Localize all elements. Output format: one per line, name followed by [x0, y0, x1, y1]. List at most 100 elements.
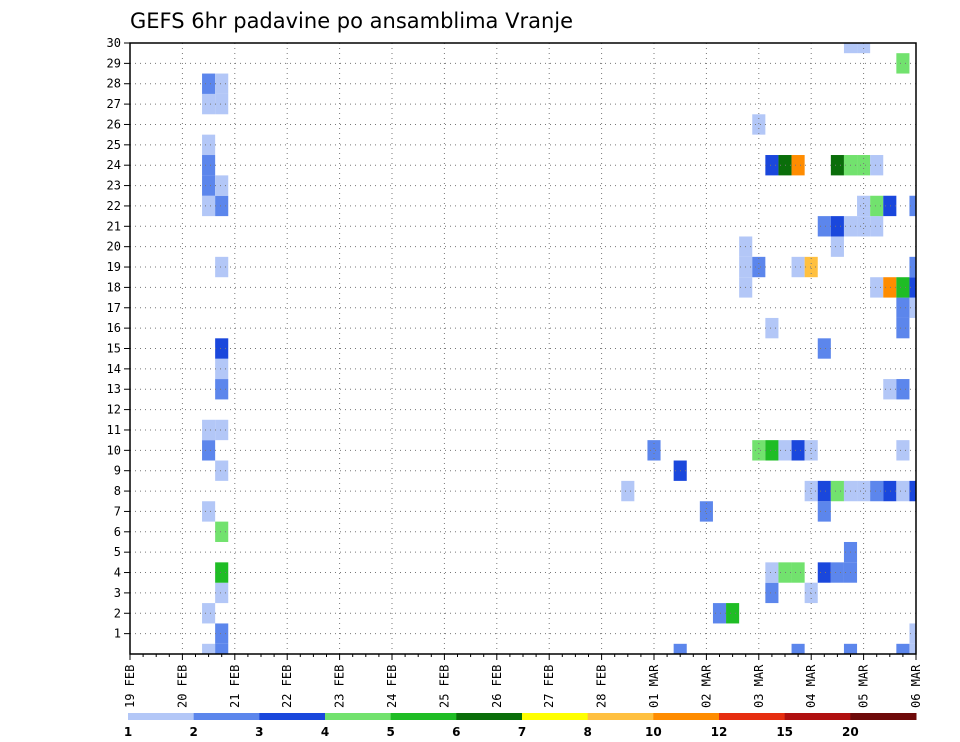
heatmap-cell: [202, 155, 216, 176]
colorbar-label: 2: [189, 725, 197, 739]
heatmap-cell: [830, 236, 844, 257]
heatmap-cell: [202, 134, 216, 156]
y-tick-label: 15: [107, 342, 121, 356]
heatmap-cell: [765, 440, 779, 461]
y-tick-label: 14: [107, 362, 121, 376]
y-tick-label: 5: [114, 545, 121, 559]
x-tick-label: 22 FEB: [280, 665, 294, 708]
colorbar-label: 10: [645, 725, 662, 739]
y-tick-label: 11: [107, 423, 121, 437]
y-tick-label: 30: [107, 36, 121, 50]
heatmap-cell: [215, 358, 229, 380]
heatmap-cell: [215, 256, 229, 278]
heatmap-cell: [202, 501, 216, 522]
heatmap-cell: [202, 195, 216, 217]
heatmap-cell: [843, 43, 858, 54]
y-tick-label: 13: [107, 382, 121, 396]
heatmap-cell: [883, 277, 897, 298]
heatmap-cell: [215, 460, 229, 481]
heatmap-cell: [215, 521, 229, 542]
heatmap-cell: [202, 419, 216, 441]
heatmap-cell: [673, 643, 687, 654]
heatmap-cell: [857, 216, 871, 237]
heatmap-cell: [804, 480, 818, 502]
y-tick-label: 2: [114, 606, 121, 620]
heatmap-cell: [883, 480, 897, 502]
heatmap-cell: [896, 277, 910, 298]
y-tick-label: 18: [107, 280, 121, 294]
y-tick-label: 10: [107, 443, 121, 457]
x-tick-label: 28 FEB: [595, 665, 609, 708]
y-tick-label: 3: [114, 586, 121, 600]
y-tick-label: 19: [107, 260, 121, 274]
colorbar-swatch: [193, 713, 260, 720]
heatmap-cell: [830, 155, 844, 176]
colorbar-swatch: [456, 713, 523, 720]
y-tick-label: 21: [107, 219, 121, 233]
x-tick-label: 06 MAR: [909, 664, 923, 708]
y-tick-label: 8: [114, 484, 121, 498]
y-tick-label: 12: [107, 403, 121, 417]
heatmap-cell: [765, 155, 779, 176]
heatmap-cell: [791, 256, 805, 278]
x-tick-label: 26 FEB: [490, 665, 504, 708]
heatmap-cell: [726, 603, 740, 624]
y-tick-label: 25: [107, 138, 121, 152]
heatmap-cell: [791, 155, 805, 176]
heatmap-cell: [817, 480, 831, 502]
heatmap-cell: [830, 480, 844, 502]
heatmap-cell: [804, 440, 818, 461]
heatmap-cell: [699, 501, 713, 522]
heatmap-cell: [857, 195, 871, 217]
y-tick-label: 29: [107, 56, 121, 70]
heatmap-cell: [215, 93, 229, 115]
y-tick-label: 23: [107, 179, 121, 193]
heatmap-cell: [817, 216, 831, 237]
chart-title: GEFS 6hr padavine po ansamblima Vranje: [130, 9, 573, 33]
x-tick-label: 01 MAR: [647, 664, 661, 708]
heatmap-cell: [215, 175, 229, 196]
heatmap-cell: [830, 562, 844, 583]
heatmap-cell: [752, 256, 766, 278]
colorbar-swatch: [390, 713, 457, 720]
heatmap-cell: [202, 73, 216, 94]
colorbar-swatch: [128, 713, 195, 720]
heatmap-cell: [765, 317, 779, 339]
y-tick-label: 1: [114, 627, 121, 641]
heatmap-cell: [896, 53, 910, 74]
colorbar-label: 4: [321, 725, 329, 739]
heatmap-cell: [909, 643, 916, 654]
heatmap-cell: [896, 317, 910, 339]
y-tick-label: 24: [107, 158, 121, 172]
heatmap-cell: [909, 195, 916, 217]
heatmap-cell: [215, 623, 229, 644]
heatmap-cell: [909, 277, 916, 298]
heatmap-cell: [202, 643, 216, 654]
y-tick-label: 16: [107, 321, 121, 335]
heatmap-cell: [870, 195, 884, 217]
heatmap-cell: [215, 73, 229, 94]
y-axis: 1234567891011121314151617181920212223242…: [107, 36, 130, 641]
y-tick-label: 17: [107, 301, 121, 315]
x-tick-label: 20 FEB: [175, 665, 189, 708]
y-tick-label: 27: [107, 97, 121, 111]
colorbar-label: 6: [452, 725, 460, 739]
y-tick-label: 26: [107, 117, 121, 131]
heatmap-cell: [202, 93, 216, 115]
x-tick-label: 04 MAR: [804, 664, 818, 708]
x-tick-label: 23 FEB: [333, 665, 347, 708]
colorbar-swatch: [653, 713, 720, 720]
heatmap-cell: [791, 562, 805, 583]
heatmap-cell: [804, 582, 818, 604]
colorbar-label: 3: [255, 725, 263, 739]
heatmap-cell: [215, 379, 229, 400]
colorbar-swatch: [719, 713, 786, 720]
heatmap-cell: [883, 195, 897, 217]
y-tick-label: 6: [114, 525, 121, 539]
colorbar-label: 15: [776, 725, 793, 739]
heatmap-cell: [909, 297, 916, 318]
heatmap-cell: [202, 175, 216, 196]
heatmap-cell: [870, 216, 884, 237]
heatmap-cell: [752, 114, 766, 135]
x-axis: 19 FEB 20 FEB 21 FEB 22 FEB 23 FEB 24 FEB 25 F…: [123, 654, 923, 708]
